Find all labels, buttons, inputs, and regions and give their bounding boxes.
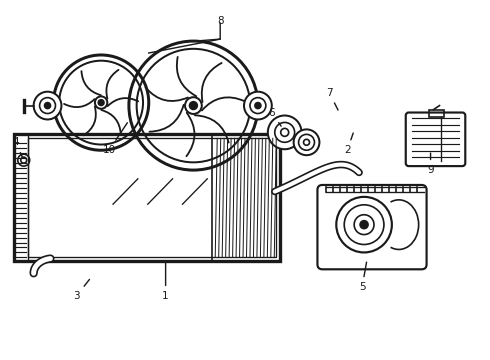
Text: 10: 10 — [102, 123, 127, 155]
Bar — [14, 134, 280, 261]
Circle shape — [281, 129, 289, 136]
Circle shape — [360, 221, 368, 229]
Circle shape — [45, 103, 50, 109]
FancyArrowPatch shape — [149, 105, 184, 132]
FancyArrowPatch shape — [108, 98, 138, 106]
FancyArrowPatch shape — [187, 113, 195, 156]
Circle shape — [190, 102, 197, 109]
Circle shape — [275, 122, 294, 142]
Circle shape — [255, 103, 261, 109]
FancyArrowPatch shape — [84, 107, 96, 135]
Circle shape — [21, 157, 26, 163]
Text: 4: 4 — [12, 137, 23, 158]
Text: 1: 1 — [162, 262, 169, 301]
Circle shape — [298, 134, 315, 150]
Text: 2: 2 — [344, 133, 353, 155]
Circle shape — [185, 97, 202, 114]
Text: 5: 5 — [359, 262, 367, 292]
Bar — [28, 138, 276, 257]
FancyArrowPatch shape — [81, 71, 101, 95]
Circle shape — [294, 129, 319, 155]
Circle shape — [18, 154, 30, 166]
Bar — [429, 109, 444, 117]
Circle shape — [303, 139, 310, 145]
Text: 9: 9 — [427, 153, 434, 175]
Text: 8: 8 — [217, 16, 223, 26]
FancyArrowPatch shape — [106, 70, 119, 99]
Circle shape — [98, 100, 104, 105]
FancyArrowPatch shape — [101, 110, 121, 134]
Circle shape — [268, 116, 301, 149]
Circle shape — [244, 92, 272, 120]
FancyArrowPatch shape — [146, 87, 188, 101]
Circle shape — [34, 92, 61, 120]
Text: 3: 3 — [73, 279, 90, 301]
FancyArrowPatch shape — [202, 97, 245, 111]
Circle shape — [95, 96, 107, 109]
FancyArrowPatch shape — [195, 115, 229, 143]
FancyArrowPatch shape — [64, 99, 95, 107]
Text: 6: 6 — [269, 108, 281, 126]
Circle shape — [40, 98, 55, 113]
Text: 7: 7 — [326, 88, 338, 110]
FancyArrowPatch shape — [177, 57, 196, 96]
FancyArrowPatch shape — [202, 63, 221, 102]
Circle shape — [250, 98, 266, 113]
